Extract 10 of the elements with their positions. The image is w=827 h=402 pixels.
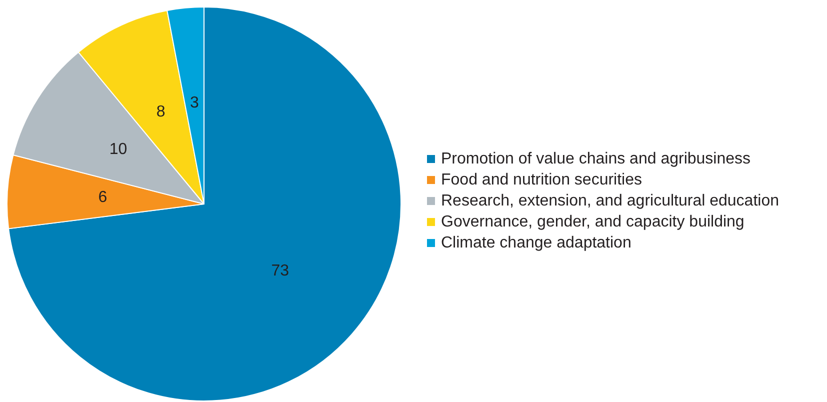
data-label: 73 — [271, 262, 290, 280]
data-label: 3 — [190, 94, 199, 112]
legend-label: Research, extension, and agricultural education — [441, 192, 779, 210]
legend-label: Climate change adaptation — [441, 234, 632, 252]
data-label: 10 — [109, 141, 128, 158]
legend-label: Food and nutrition securities — [441, 172, 642, 188]
legend-label: Governance, gender, and capacity building — [441, 214, 744, 230]
legend-label: Promotion of value chains and agribusiness — [441, 150, 751, 168]
data-label: 8 — [156, 104, 166, 121]
data-label: 6 — [98, 189, 108, 206]
